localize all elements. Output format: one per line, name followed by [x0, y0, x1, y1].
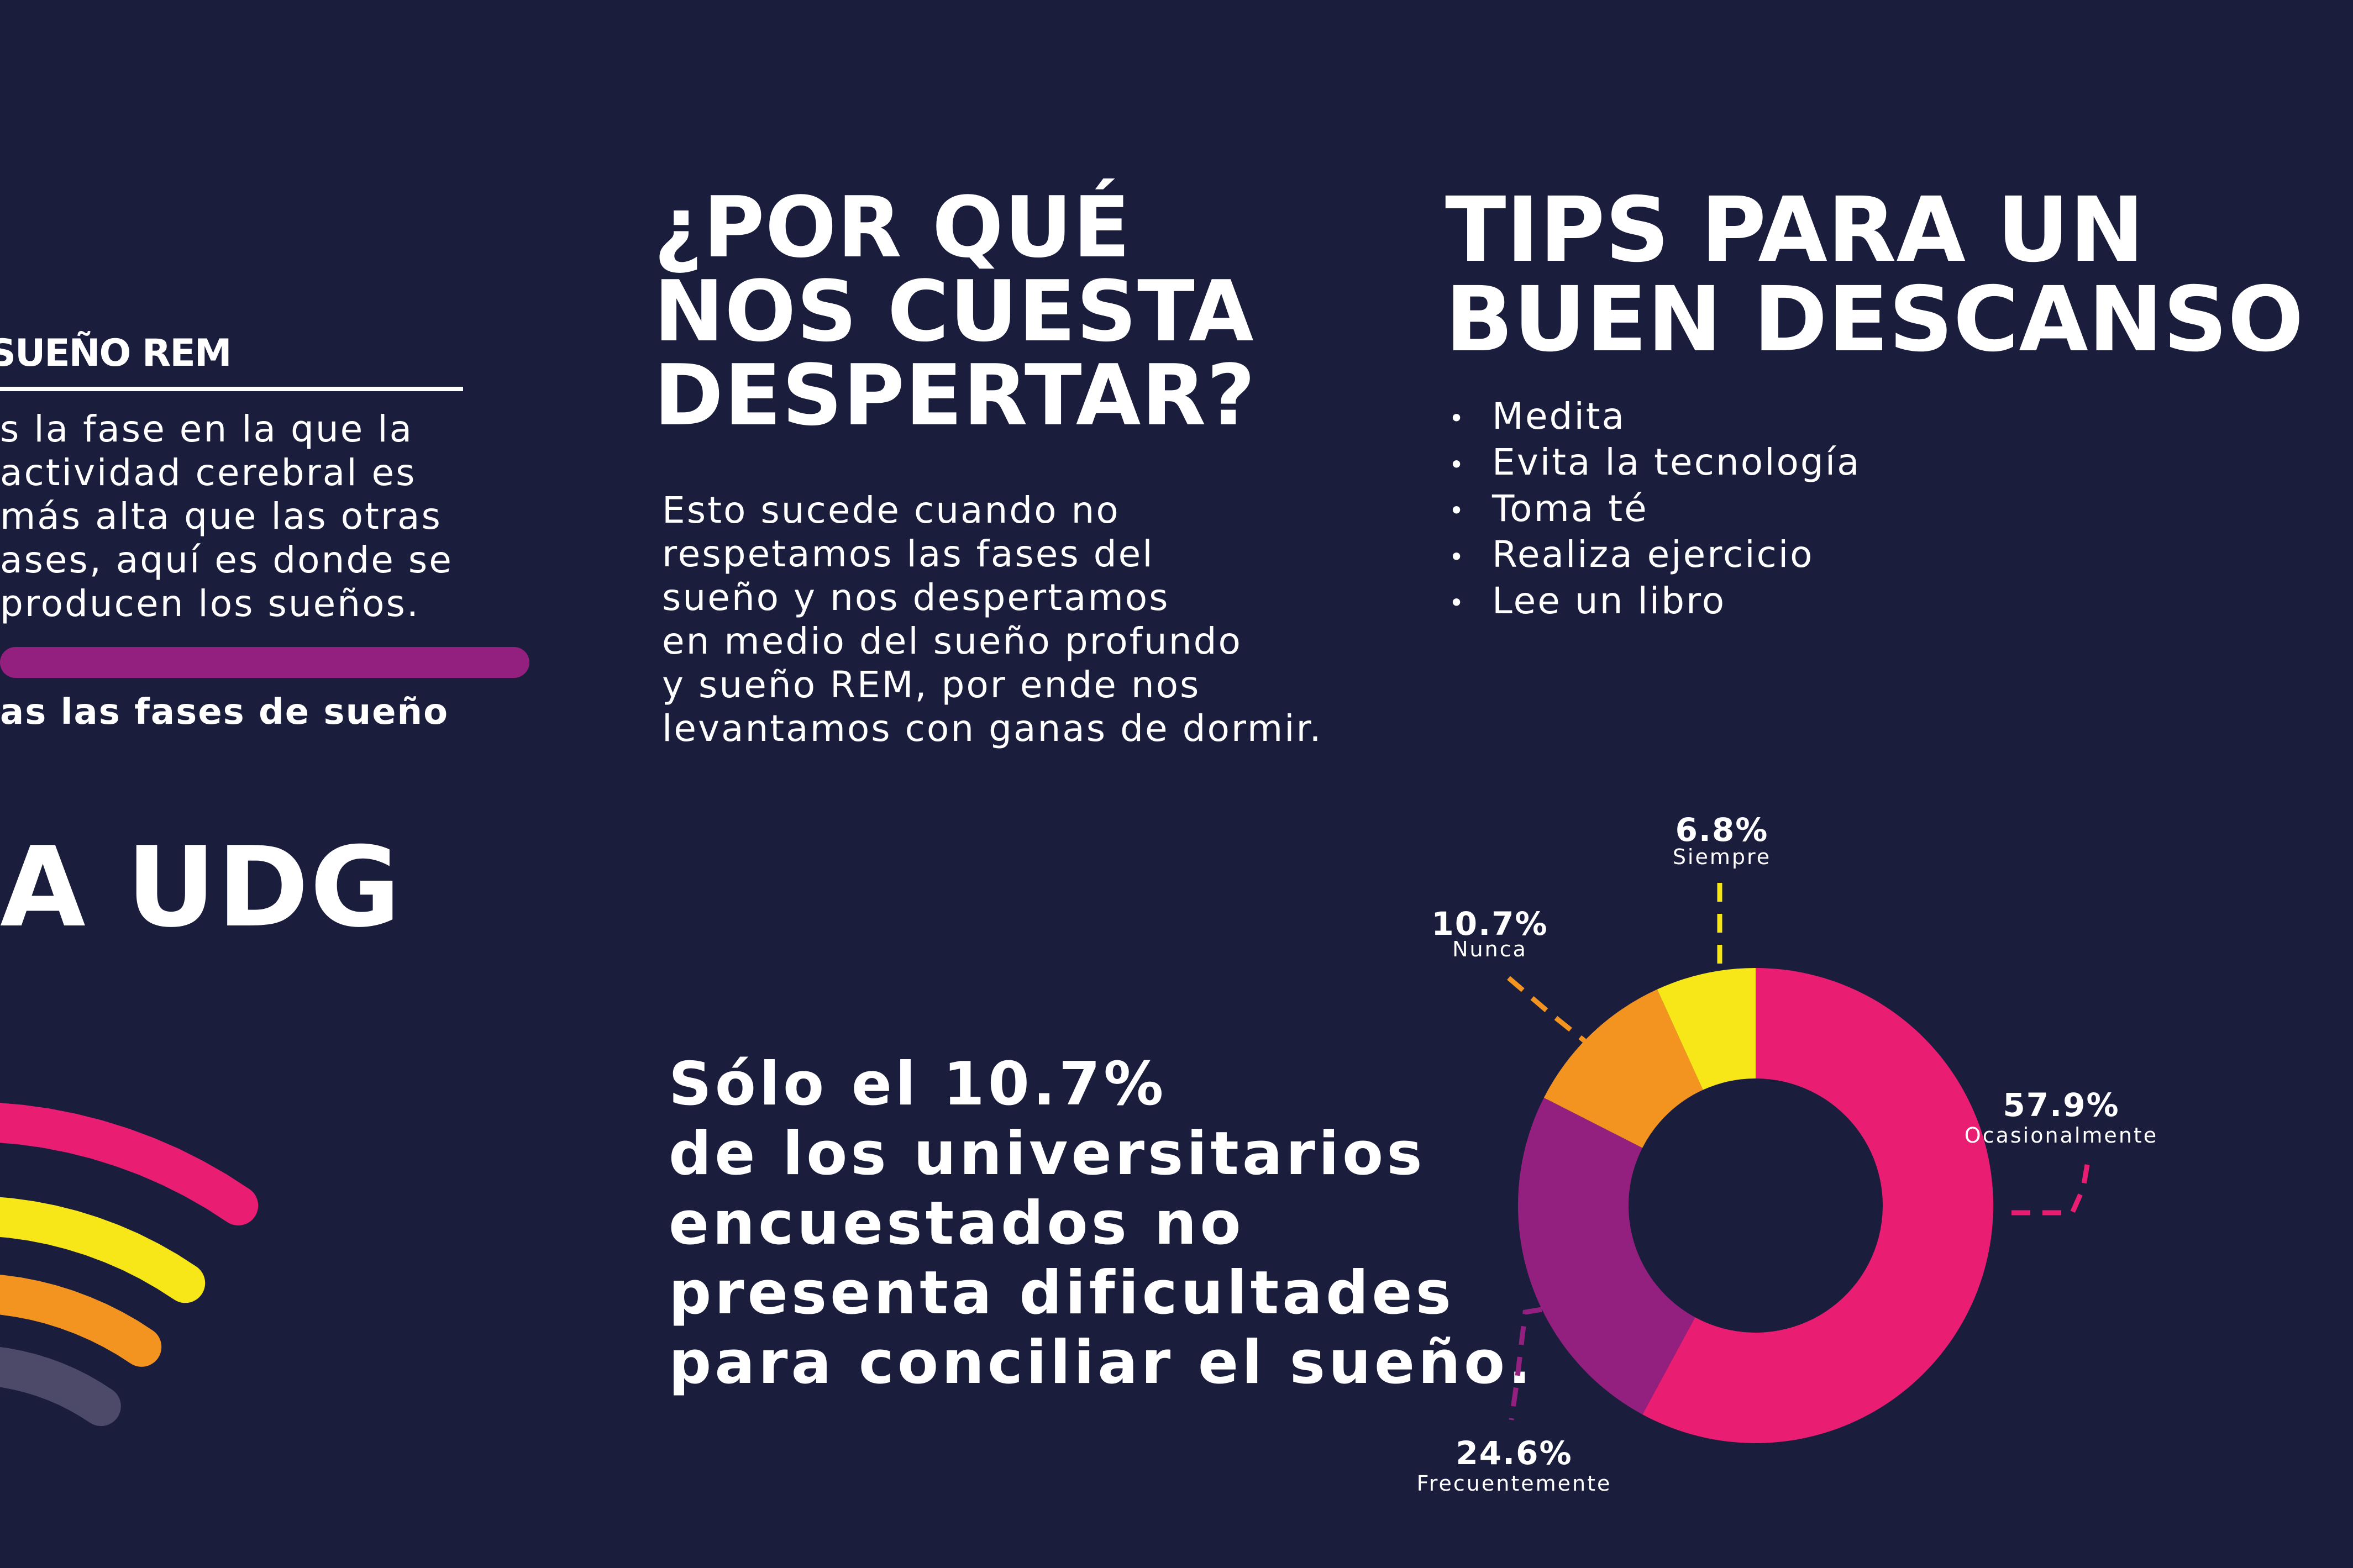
donut-slice-frecuentemente: [1517, 1097, 1695, 1415]
rem-title-underline: [0, 387, 463, 391]
phases-caption: as las fases de sueño: [0, 692, 449, 733]
stat-line: de los universitarios: [669, 1119, 1426, 1188]
tip-label: Toma té: [1492, 487, 1648, 530]
why-line: en medio del sueño profundo: [662, 620, 1242, 662]
leader-line: [1507, 976, 1590, 1046]
decorative-arc: [0, 1275, 162, 1367]
leader-line: [1509, 1307, 1542, 1420]
why-title: ¿POR QUÉ NOS CUESTA DESPERTAR?: [654, 178, 1256, 444]
bullet-icon: •: [1449, 403, 1466, 434]
rem-line: s la fase en la que la: [0, 408, 414, 450]
udg-title: A UDG: [0, 823, 402, 952]
why-line: respetamos las fases del: [662, 533, 1154, 575]
slice-category-label: Nunca: [1452, 937, 1527, 961]
tip-item: • Lee un libro: [1449, 579, 1861, 625]
rem-line: más alta que las otras: [0, 495, 442, 538]
bullet-icon: •: [1449, 541, 1466, 572]
tip-label: Evita la tecnología: [1492, 441, 1861, 484]
decorative-arc: [0, 1197, 206, 1303]
slice-value-label: 24.6%: [1456, 1434, 1572, 1472]
rem-line: ases, aquí es donde se: [0, 539, 453, 581]
why-line: Esto sucede cuando no: [662, 489, 1120, 532]
decorative-arc: [0, 1103, 259, 1225]
why-description: Esto sucede cuando no respetamos las fas…: [662, 488, 1323, 750]
why-line: sueño y nos despertamos: [662, 576, 1170, 619]
tips-list: • Medita • Evita la tecnología • Toma té • R…: [1449, 394, 1861, 625]
slice-category-label: Frecuentemente: [1417, 1471, 1612, 1496]
tips-title: TIPS PARA UN BUEN DESCANSO: [1445, 178, 2304, 372]
donut-slice-nunca: [1543, 989, 1703, 1148]
tip-label: Realiza ejercicio: [1492, 533, 1814, 576]
rem-line: producen los sueños.: [0, 582, 420, 625]
bullet-icon: •: [1449, 449, 1466, 480]
decorative-arc: [0, 1347, 121, 1427]
slice-category-label: Ocasionalmente: [1965, 1123, 2158, 1148]
donut-slice-ocasionalmente: [1642, 968, 1994, 1443]
tip-item: • Medita: [1449, 394, 1861, 440]
stat-line: presenta dificultades: [669, 1259, 1454, 1328]
slice-value-label: 10.7%: [1431, 905, 1548, 943]
why-line: y sueño REM, por ende nos: [662, 664, 1201, 706]
stat-line: Sólo el 10.7%: [669, 1050, 1167, 1119]
stat-line: encuestados no: [669, 1189, 1244, 1258]
leader-line: [2011, 1154, 2092, 1216]
donut-slice-siempre: [1657, 968, 1756, 1090]
phase-bar: [0, 647, 529, 678]
rem-line: actividad cerebral es: [0, 451, 417, 494]
bullet-icon: •: [1449, 588, 1466, 618]
tip-item: • Evita la tecnología: [1449, 440, 1861, 486]
tip-item: • Toma té: [1449, 487, 1861, 533]
slice-value-label: 6.8%: [1676, 811, 1769, 849]
stat-statement: Sólo el 10.7% de los universitarios encu…: [669, 1050, 1534, 1398]
stat-line: para conciliar el sueño.: [669, 1328, 1535, 1397]
slice-value-label: 57.9%: [2003, 1086, 2119, 1124]
rem-description: s la fase en la que la actividad cerebra…: [0, 407, 453, 625]
rem-section-title: SUEÑO REM: [0, 332, 232, 375]
tip-label: Medita: [1492, 395, 1626, 438]
tip-item: • Realiza ejercicio: [1449, 533, 1861, 578]
why-line: levantamos con ganas de dormir.: [662, 707, 1323, 750]
bullet-icon: •: [1449, 496, 1466, 526]
tip-label: Lee un libro: [1492, 579, 1726, 622]
slice-category-label: Siempre: [1673, 845, 1771, 869]
